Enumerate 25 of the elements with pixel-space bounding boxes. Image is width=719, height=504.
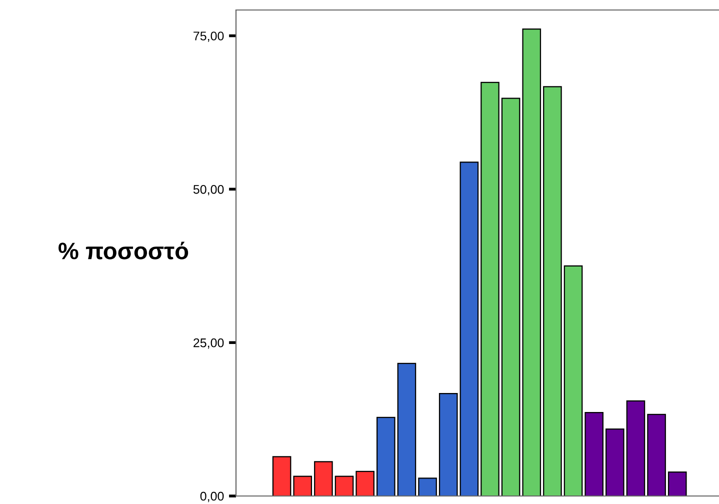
bar bbox=[564, 265, 583, 496]
bar bbox=[356, 470, 374, 496]
y-tick-label: 50,00 bbox=[193, 184, 224, 196]
bar bbox=[480, 82, 500, 496]
bar bbox=[626, 400, 646, 496]
y-tick-label: 75,00 bbox=[194, 32, 224, 42]
y-axis-title: % ποσοστό bbox=[58, 242, 188, 260]
y-tick-label: 25,00 bbox=[194, 338, 224, 349]
bar bbox=[272, 456, 292, 496]
bar bbox=[314, 461, 333, 496]
bar bbox=[438, 392, 458, 496]
bar bbox=[606, 428, 624, 496]
y-tick-label: 0,00 bbox=[200, 492, 224, 502]
bar bbox=[543, 86, 562, 496]
bar bbox=[293, 476, 312, 496]
bar bbox=[584, 412, 604, 496]
bar bbox=[460, 162, 479, 496]
bar bbox=[418, 478, 437, 496]
bar bbox=[397, 362, 416, 496]
bar bbox=[668, 472, 687, 496]
bar bbox=[522, 28, 542, 496]
bar bbox=[376, 416, 396, 496]
bar bbox=[647, 414, 666, 496]
bar bbox=[501, 98, 520, 496]
bar bbox=[334, 476, 354, 496]
